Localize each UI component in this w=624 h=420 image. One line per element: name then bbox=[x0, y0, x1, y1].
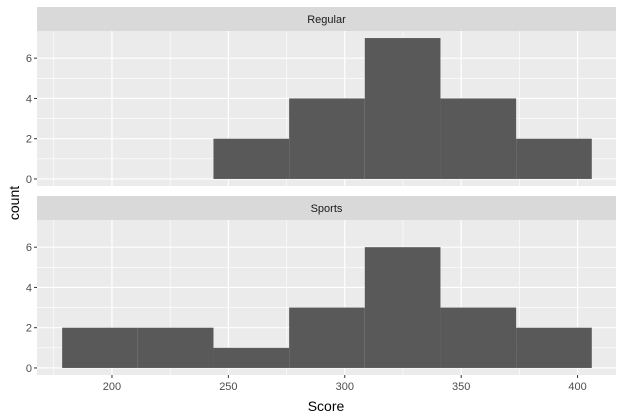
y-tick-label: 6 bbox=[26, 53, 32, 65]
histogram-bar-sports bbox=[213, 347, 290, 368]
x-axis-title: Score bbox=[308, 398, 345, 414]
histogram-bar-regular bbox=[440, 98, 517, 179]
y-tick-label: 0 bbox=[26, 174, 32, 186]
histogram-bar-sports bbox=[289, 307, 365, 368]
y-tick-label: 6 bbox=[26, 242, 32, 254]
y-tick-label: 2 bbox=[26, 323, 32, 335]
x-tick-label: 250 bbox=[219, 381, 237, 393]
facet-label-regular: Regular bbox=[307, 14, 346, 26]
histogram-bar-sports bbox=[62, 327, 138, 368]
y-tick-label: 0 bbox=[26, 363, 32, 375]
y-tick-label: 2 bbox=[26, 134, 32, 146]
histogram-bar-regular bbox=[213, 138, 290, 179]
x-tick-label: 400 bbox=[568, 381, 586, 393]
x-tick-label: 300 bbox=[336, 381, 354, 393]
histogram-bar-sports bbox=[516, 327, 592, 368]
histogram-bar-sports bbox=[364, 247, 441, 368]
facet-strip-regular bbox=[37, 7, 616, 31]
facet-label-sports: Sports bbox=[311, 203, 343, 215]
y-tick-label: 4 bbox=[26, 93, 32, 105]
facet-strip-sports bbox=[37, 196, 616, 220]
histogram-bar-sports bbox=[137, 327, 214, 368]
histogram-bar-regular bbox=[289, 98, 365, 179]
x-tick-label: 350 bbox=[452, 381, 470, 393]
x-tick-label: 200 bbox=[103, 381, 121, 393]
histogram-bar-regular bbox=[516, 138, 592, 179]
y-tick-label: 4 bbox=[26, 282, 32, 294]
y-axis-title: count bbox=[6, 186, 22, 220]
histogram-bar-regular bbox=[364, 38, 441, 179]
histogram-bar-sports bbox=[440, 307, 517, 368]
